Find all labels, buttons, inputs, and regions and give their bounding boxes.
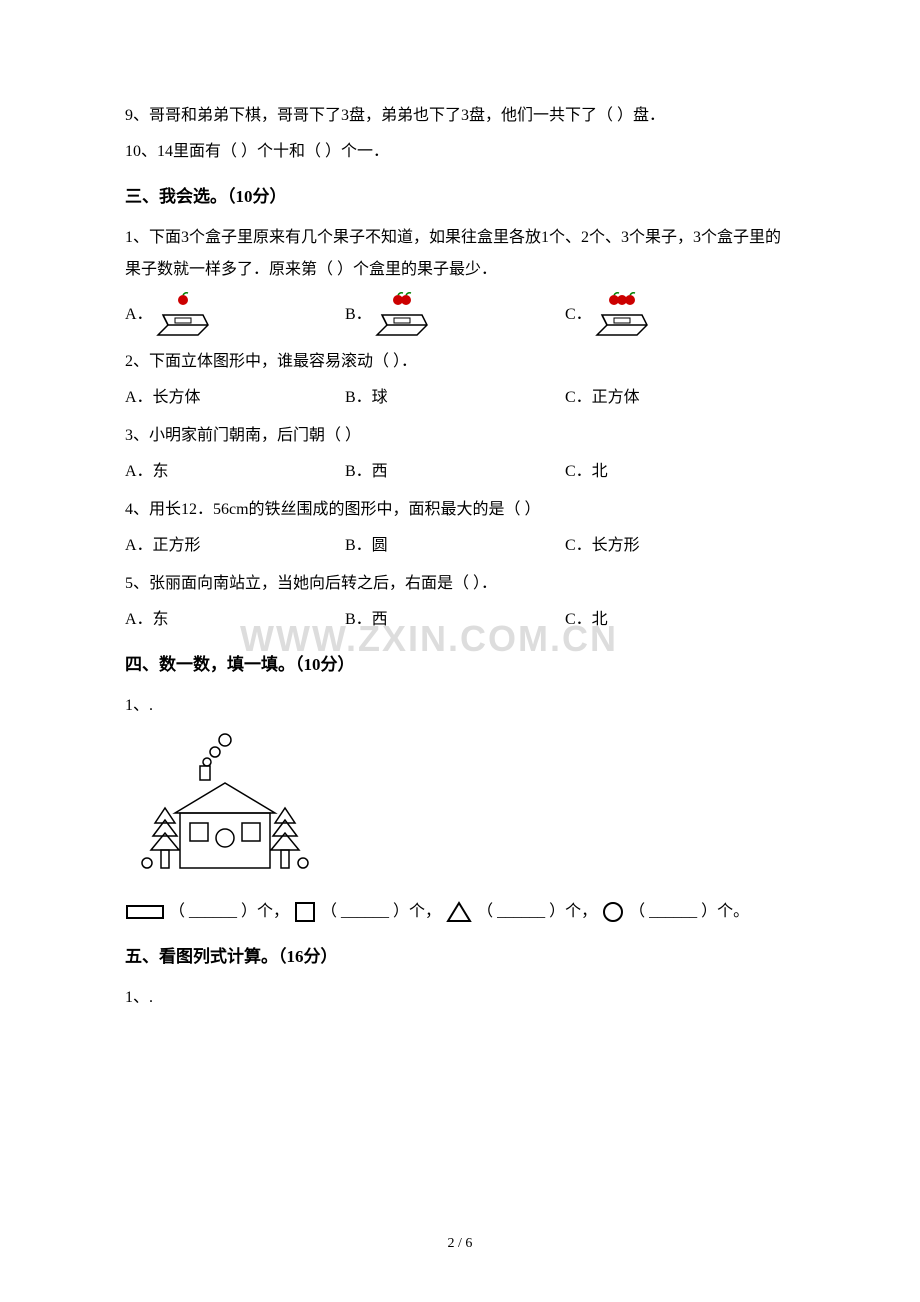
s3q2-option-a: A．长方体 — [125, 382, 345, 414]
s3q2-option-c: C．正方体 — [565, 382, 785, 414]
section-3-heading: 三、我会选。（10分） — [125, 180, 795, 214]
blank3-fill: ______ — [497, 896, 545, 928]
circle-icon — [601, 900, 625, 924]
blank3-post: ）个， — [549, 896, 597, 928]
s3q2-option-b: B．球 — [345, 382, 565, 414]
s3-question-1: 1、下面3个盒子里原来有几个果子不知道，如果往盒里各放1个、2个、3个果子，3个… — [125, 222, 795, 286]
s3q3-option-b: B．西 — [345, 456, 565, 488]
s3q5-options: A．东 B．西 C．北 — [125, 604, 795, 636]
blank1-pre: （ — [169, 896, 185, 928]
blank2-pre: （ — [321, 896, 337, 928]
page-content: 9、哥哥和弟弟下棋，哥哥下了3盘，弟弟也下了3盘，他们一共下了（ ）盘． 10、… — [125, 100, 795, 1014]
s3q1-optB-label: B． — [345, 299, 372, 331]
s3q4-option-b: B．圆 — [345, 530, 565, 562]
box-1-cherry-icon — [153, 290, 213, 340]
s3q1-optA-label: A． — [125, 299, 153, 331]
section-5-heading: 五、看图列式计算。（16分） — [125, 940, 795, 974]
square-icon — [293, 900, 317, 924]
s3-question-3: 3、小明家前门朝南，后门朝（ ） — [125, 420, 795, 452]
s3-question-5: 5、张丽面向南站立，当她向后转之后，右面是（ ）． — [125, 568, 795, 600]
s3q1-option-a: A． — [125, 290, 345, 340]
question-10: 10、14里面有（ ）个十和（ ）个一． — [125, 136, 795, 168]
blank2-post: ）个， — [393, 896, 441, 928]
box-2-cherry-icon — [372, 290, 432, 340]
s3q3-options: A．东 B．西 C．北 — [125, 456, 795, 488]
s3q5-option-b: B．西 — [345, 604, 565, 636]
s3-question-4: 4、用长12．56cm的铁丝围成的图形中，面积最大的是（ ） — [125, 494, 795, 526]
s3q5-option-c: C．北 — [565, 604, 785, 636]
blank4-fill: ______ — [649, 896, 697, 928]
house-shapes-icon — [125, 728, 325, 878]
s3q4-option-a: A．正方形 — [125, 530, 345, 562]
s4q1-blanks-line: （______）个， （______）个， （______）个， （______… — [125, 896, 795, 928]
blank1-post: ）个， — [241, 896, 289, 928]
s3q1-option-c: C． — [565, 290, 785, 340]
s4-question-1: 1、. — [125, 690, 795, 722]
triangle-icon — [445, 900, 473, 924]
s3q4-options: A．正方形 B．圆 C．长方形 — [125, 530, 795, 562]
s3q3-option-c: C．北 — [565, 456, 785, 488]
blank4-pre: （ — [629, 896, 645, 928]
s3q2-options: A．长方体 B．球 C．正方体 — [125, 382, 795, 414]
box-3-cherry-icon — [592, 290, 652, 340]
s3q1-options: A． B． C． — [125, 290, 795, 340]
s3q1-option-b: B． — [345, 290, 565, 340]
page-number: 2 / 6 — [0, 1236, 920, 1252]
blank2-fill: ______ — [341, 896, 389, 928]
s3q5-option-a: A．东 — [125, 604, 345, 636]
s3q1-optC-label: C． — [565, 299, 592, 331]
rectangle-icon — [125, 902, 165, 922]
question-9: 9、哥哥和弟弟下棋，哥哥下了3盘，弟弟也下了3盘，他们一共下了（ ）盘． — [125, 100, 795, 132]
s3q4-option-c: C．长方形 — [565, 530, 785, 562]
house-illustration — [125, 728, 795, 890]
blank1-fill: ______ — [189, 896, 237, 928]
blank4-post: ）个。 — [701, 896, 749, 928]
s3-question-2: 2、下面立体图形中，谁最容易滚动（ ）． — [125, 346, 795, 378]
s3q3-option-a: A．东 — [125, 456, 345, 488]
blank3-pre: （ — [477, 896, 493, 928]
section-4-heading: 四、数一数，填一填。（10分） — [125, 648, 795, 682]
s5-question-1: 1、. — [125, 982, 795, 1014]
